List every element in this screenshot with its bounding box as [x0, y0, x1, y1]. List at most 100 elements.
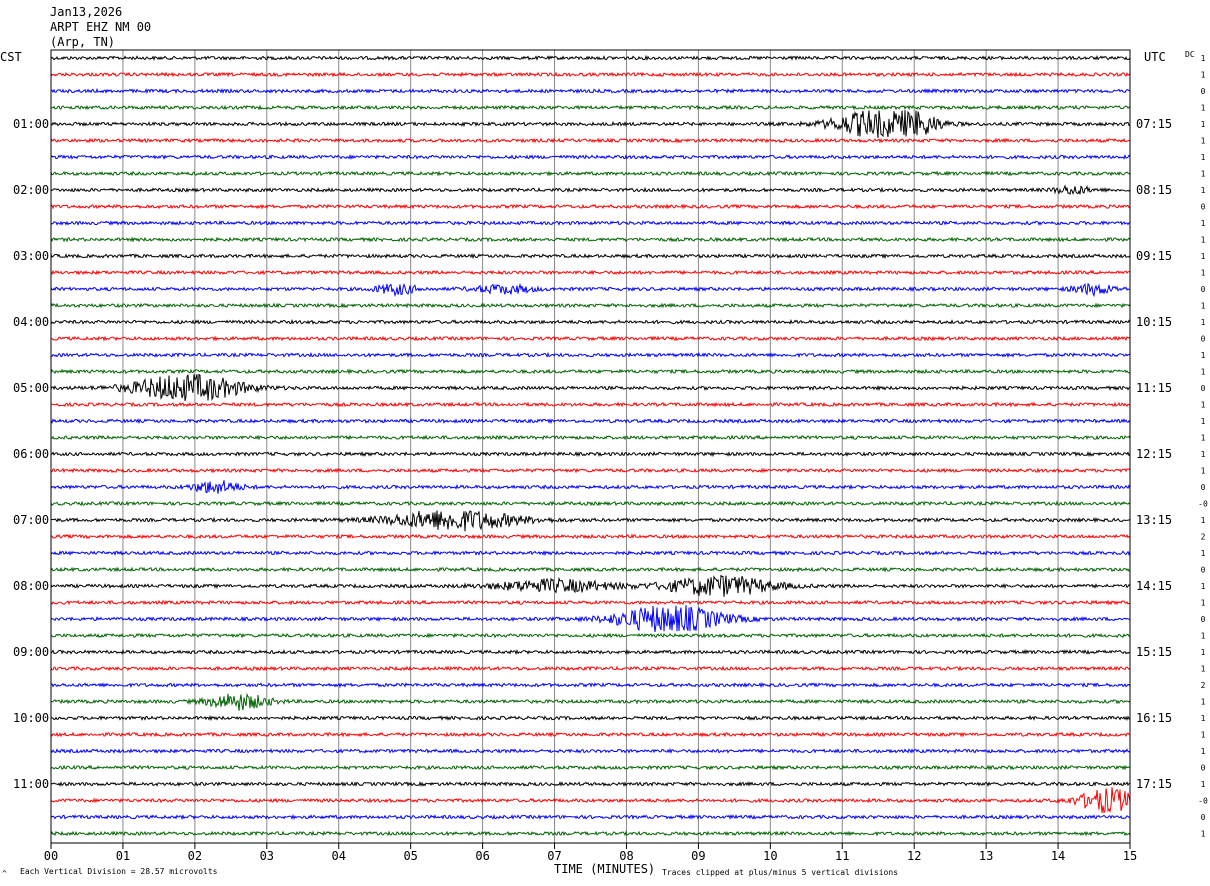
dc-value: 0 [1201, 764, 1206, 773]
right-hour-label: 16:15 [1136, 711, 1172, 725]
left-hour-label: 09:00 [13, 645, 49, 659]
dc-value: 0 [1201, 87, 1206, 96]
seismic-trace [50, 813, 1131, 821]
dc-value: 1 [1201, 665, 1206, 674]
left-hour-label: 01:00 [13, 117, 49, 131]
seismic-trace [50, 549, 1131, 557]
seismic-trace [50, 692, 1131, 711]
dc-value: -0 [1198, 500, 1208, 509]
seismic-trace [50, 574, 1131, 597]
seismic-trace [50, 351, 1131, 359]
dc-value: 1 [1201, 549, 1206, 558]
dc-value: 1 [1201, 269, 1206, 278]
dc-value: 0 [1201, 813, 1206, 822]
seismic-trace [50, 467, 1131, 474]
dc-value: 0 [1201, 285, 1206, 294]
seismic-trace [51, 434, 1131, 441]
dc-value: 1 [1201, 731, 1206, 740]
x-tick-label: 05 [403, 849, 417, 863]
dc-value: 0 [1201, 483, 1206, 492]
seismic-trace [50, 269, 1131, 276]
x-tick-label: 03 [260, 849, 274, 863]
left-hour-label: 10:00 [13, 711, 49, 725]
seismic-trace [50, 632, 1131, 639]
x-tick-label: 12 [907, 849, 921, 863]
dc-offset-values: 1 1 0 1 1 1 1 1 1 0 1 1 1 1 0 1 1 0 1 1 0 1 1 1 1 1 0 -0 1 2 1 0 1 1 0 1 1 1 2… [1198, 54, 1208, 839]
seismic-trace [50, 417, 1131, 425]
corner-mark: ^ [2, 869, 7, 878]
dc-value: 0 [1201, 335, 1206, 344]
dc-value: 1 [1201, 830, 1206, 839]
left-hour-label: 07:00 [13, 513, 49, 527]
seismic-trace [50, 184, 1131, 196]
station-code: ARPT EHZ NM 00 [50, 20, 152, 34]
dc-label: DC [1185, 50, 1195, 59]
clip-note: Traces clipped at plus/minus 5 vertical … [662, 868, 898, 877]
station-location: (Arp, TN) [50, 35, 116, 49]
right-hour-label: 10:15 [1136, 315, 1172, 329]
x-tick-label: 04 [332, 849, 346, 863]
dc-value: -0 [1198, 797, 1208, 806]
seismic-traces [50, 54, 1131, 837]
dc-value: 1 [1201, 137, 1206, 146]
x-tick-label: 01 [116, 849, 130, 863]
seismic-trace [50, 203, 1131, 210]
seismic-trace [51, 104, 1131, 111]
dc-value: 1 [1201, 186, 1206, 195]
seismic-trace [50, 282, 1131, 298]
seismic-trace [50, 480, 1131, 494]
plot-frame [50, 49, 1131, 844]
seismic-trace [50, 368, 1131, 375]
x-tick-label: 06 [475, 849, 489, 863]
seismic-trace [50, 714, 1131, 722]
x-tick-label: 09 [691, 849, 705, 863]
x-axis-title: TIME (MINUTES) [554, 862, 655, 876]
right-hour-label: 17:15 [1136, 777, 1172, 791]
seismic-trace [50, 252, 1131, 260]
x-tick-label: 02 [188, 849, 202, 863]
seismic-trace [50, 137, 1131, 144]
x-tick-label: 14 [1051, 849, 1065, 863]
dc-value: 1 [1201, 219, 1206, 228]
dc-value: 1 [1201, 170, 1206, 179]
x-tick-label: 13 [979, 849, 993, 863]
seismic-trace [50, 599, 1131, 606]
seismic-trace [50, 533, 1131, 540]
right-zone-label: UTC [1144, 50, 1166, 64]
seismic-trace [51, 510, 1131, 532]
seismic-trace [50, 54, 1131, 62]
record-date: Jan13,2026 [50, 5, 123, 19]
dc-value: 0 [1201, 566, 1206, 575]
dc-value: 1 [1201, 582, 1206, 591]
seismic-trace [50, 830, 1131, 837]
left-hour-label: 11:00 [13, 777, 49, 791]
left-hour-label: 02:00 [13, 183, 49, 197]
right-hour-label: 13:15 [1136, 513, 1172, 527]
seismic-trace [50, 500, 1131, 507]
right-hour-label: 07:15 [1136, 117, 1172, 131]
vertical-grid [122, 50, 1059, 843]
dc-value: 1 [1201, 351, 1206, 360]
dc-value: 1 [1201, 417, 1206, 426]
scale-note: Each Vertical Division = 28.57 microvolt… [20, 867, 218, 876]
right-hour-label: 15:15 [1136, 645, 1172, 659]
dc-value: 1 [1201, 318, 1206, 327]
right-hour-labels: 07:15 08:15 09:15 10:15 11:15 12:15 13:15 14:15… [1136, 117, 1172, 791]
left-zone-label: CST [0, 50, 22, 64]
left-hour-label: 06:00 [13, 447, 49, 461]
left-hour-label: 08:00 [13, 579, 49, 593]
seismic-trace [50, 665, 1131, 672]
seismic-trace [50, 373, 1131, 402]
seismic-trace [50, 731, 1131, 738]
dc-value: 1 [1201, 599, 1206, 608]
dc-value: 1 [1201, 648, 1206, 657]
right-hour-label: 08:15 [1136, 183, 1172, 197]
dc-value: 1 [1201, 54, 1206, 63]
seismic-trace [50, 450, 1131, 458]
seismic-trace [50, 318, 1131, 325]
seismic-trace [50, 748, 1131, 755]
dc-value: 0 [1201, 203, 1206, 212]
seismic-trace [50, 764, 1131, 771]
seismic-trace [50, 681, 1131, 689]
left-hour-labels: 01:00 02:00 03:00 04:00 05:00 06:00 07:00 08:00… [13, 117, 49, 791]
